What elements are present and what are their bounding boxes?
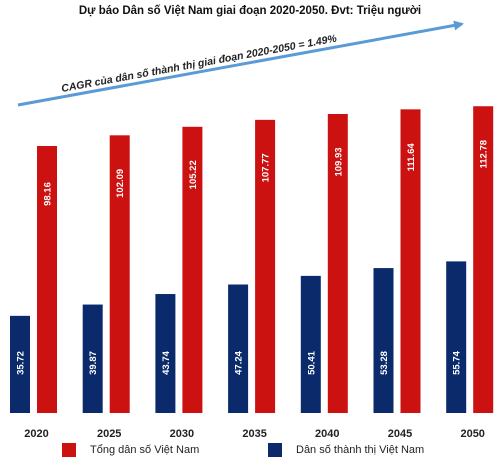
trend-arrow <box>17 20 464 107</box>
x-tick-2030: 2030 <box>170 428 194 440</box>
data-label-total-2020: 98.16 <box>43 182 54 206</box>
legend-label-total: Tổng dân số Việt Nam <box>90 444 200 456</box>
data-label-urban-2030: 43.74 <box>161 350 172 374</box>
bar-total-2025 <box>109 135 130 414</box>
bar-urban-2035 <box>228 284 249 413</box>
bar-urban-2040 <box>300 275 321 413</box>
chart-title: Dự báo Dân số Việt Nam giai đoạn 2020-20… <box>79 5 421 17</box>
data-label-urban-2025: 39.87 <box>88 351 99 375</box>
legend-item-urban: Dân số thành thị Việt Nam <box>268 443 424 457</box>
data-label-total-2050: 112.78 <box>479 140 490 169</box>
legend-label-urban: Dân số thành thị Việt Nam <box>296 444 425 456</box>
bar-urban-2030 <box>155 294 176 413</box>
bar-total-2020 <box>37 146 57 413</box>
data-label-total-2025: 102.09 <box>115 169 126 198</box>
legend-swatch-urban <box>268 443 282 457</box>
x-tick-2025: 2025 <box>97 428 121 440</box>
data-label-urban-2050: 55.74 <box>452 350 463 374</box>
x-tick-2050: 2050 <box>460 428 484 440</box>
data-label-urban-2040: 50.41 <box>306 350 317 374</box>
data-label-total-2030: 105.22 <box>188 160 199 189</box>
data-label-total-2035: 107.77 <box>261 153 272 182</box>
legend-swatch-total <box>62 443 76 457</box>
x-tick-2040: 2040 <box>315 428 339 440</box>
x-tick-2045: 2045 <box>388 428 412 440</box>
bar-total-2030 <box>182 126 203 413</box>
x-tick-2035: 2035 <box>242 428 266 440</box>
bar-urban-2020 <box>10 315 30 413</box>
legend-item-total: Tổng dân số Việt Nam <box>62 443 199 457</box>
bar-urban-2025 <box>82 304 103 413</box>
bar-total-2040 <box>327 113 348 413</box>
bar-total-2050 <box>473 106 494 413</box>
legend: Tổng dân số Việt Nam Dân số thành thị Vi… <box>0 443 500 463</box>
bars-group: 35.72 98.16 39.87 102.09 43.74 105.22 47.24 107… <box>10 106 494 414</box>
data-label-total-2045: 111.64 <box>406 143 417 172</box>
data-label-urban-2035: 47.24 <box>234 350 245 374</box>
data-label-total-2040: 109.93 <box>333 147 344 176</box>
bar-urban-2050 <box>446 261 467 413</box>
bar-total-2035 <box>255 119 276 413</box>
x-axis-ticks: 2020 2025 2030 2035 2040 2045 2050 <box>24 428 485 440</box>
data-label-urban-2045: 53.28 <box>379 351 390 375</box>
bar-urban-2045 <box>373 268 394 413</box>
cagr-annotation: CAGR của dân số thành thị giai đoạn 2020… <box>60 33 338 95</box>
bar-total-2045 <box>400 109 421 413</box>
data-label-urban-2020: 35.72 <box>16 351 27 375</box>
x-tick-2020: 2020 <box>24 428 48 440</box>
